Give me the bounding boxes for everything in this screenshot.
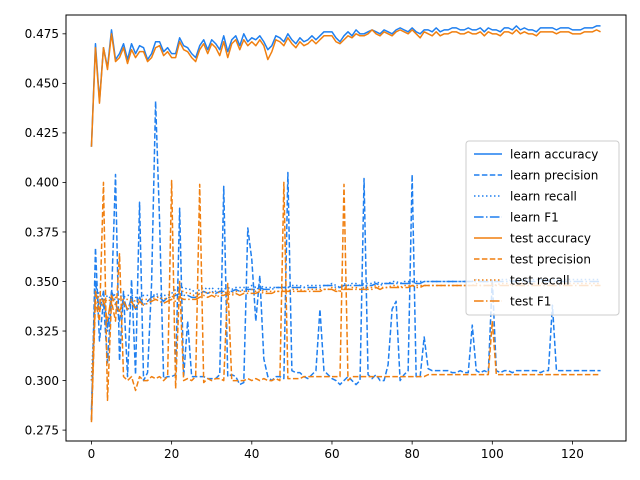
y-tick-label: 0.300 [25, 374, 59, 388]
legend-label: learn accuracy [510, 147, 598, 161]
legend-label: test recall [510, 273, 570, 287]
legend-label: learn recall [510, 189, 577, 203]
legend-label: test accuracy [510, 231, 591, 245]
series-line-learn-precision [90, 100, 601, 421]
plot-frame [65, 14, 627, 442]
y-tick-label: 0.450 [25, 77, 59, 91]
y-tick-label: 0.350 [25, 275, 59, 289]
y-tick-label: 0.375 [25, 225, 59, 239]
y-tick-label: 0.475 [25, 27, 59, 41]
y-tick-label: 0.325 [25, 324, 59, 338]
x-tick-label: 120 [561, 447, 584, 461]
series-line-test-accuracy [90, 29, 601, 147]
y-tick-label: 0.275 [25, 423, 59, 437]
x-tick-label: 80 [405, 447, 420, 461]
legend-box [465, 140, 620, 316]
series-line-learn-accuracy [90, 25, 601, 147]
y-tick-label: 0.400 [25, 176, 59, 190]
legend-label: learn F1 [510, 210, 559, 224]
x-axis: 0 20 40 60 80 100 120 [88, 441, 584, 461]
legend-label: test F1 [510, 294, 551, 308]
x-tick-label: 20 [164, 447, 179, 461]
legend-label: test precision [510, 252, 591, 266]
y-axis: 0.275 0.300 0.325 0.350 0.375 0.400 0.425 0.450… [25, 27, 66, 437]
x-tick-label: 100 [481, 447, 504, 461]
x-tick-label: 40 [244, 447, 259, 461]
x-tick-label: 60 [324, 447, 339, 461]
legend-label: learn precision [510, 168, 598, 182]
y-tick-label: 0.425 [25, 126, 59, 140]
series-line-test-precision [90, 179, 601, 423]
x-tick-label: 0 [88, 447, 96, 461]
legend: learn accuracy learn precision learn recal… [465, 140, 620, 316]
